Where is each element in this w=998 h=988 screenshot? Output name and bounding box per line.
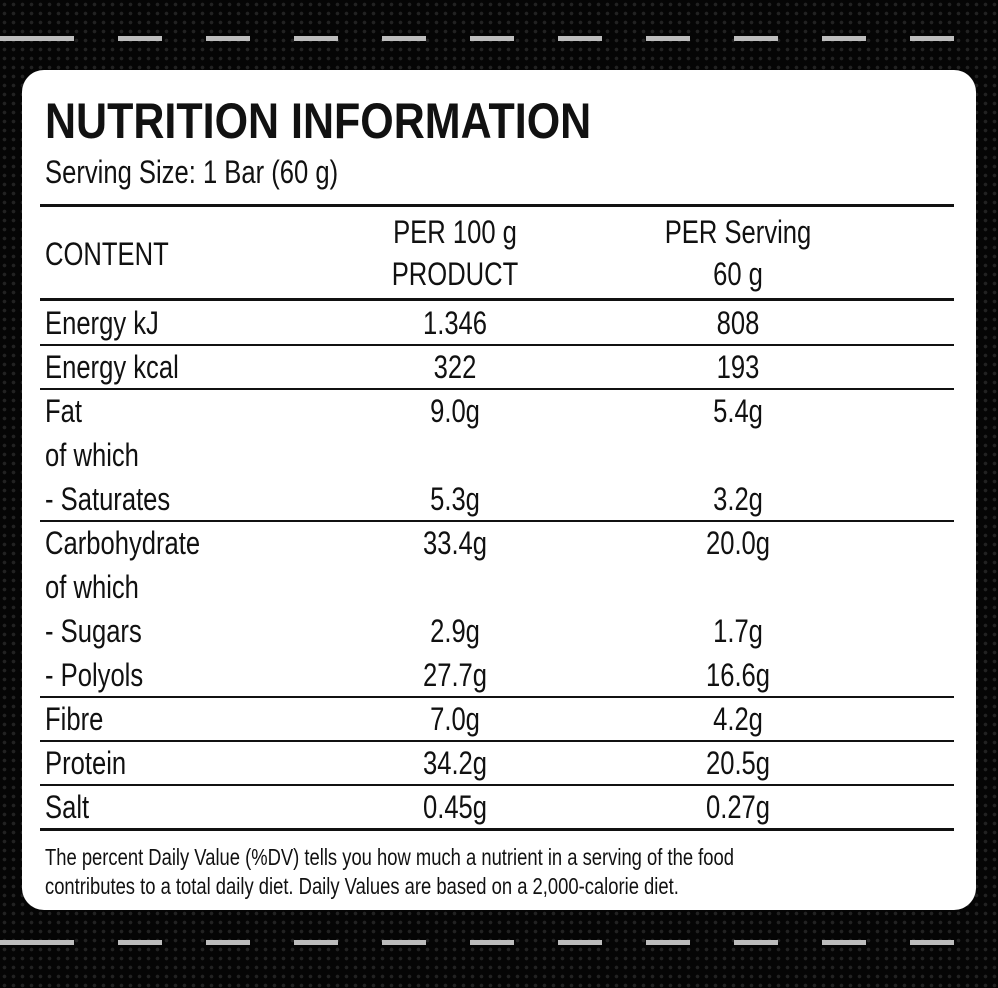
per-serving-value: 3.2g [713, 481, 763, 517]
row-label: - Saturates [45, 481, 171, 517]
per-serving-value: 1.7g [713, 613, 763, 649]
per-100g-value: 7.0g [430, 701, 480, 737]
row-label: Fibre [45, 701, 104, 737]
rule [40, 828, 954, 831]
column-header: PER 100 g [393, 214, 517, 250]
label-card [22, 70, 976, 910]
per-serving-value: 808 [716, 305, 760, 341]
per-100g-value: 2.9g [430, 613, 480, 649]
per-serving-value: 0.27g [705, 789, 771, 825]
column-header: CONTENT [45, 236, 169, 272]
per-serving-value: 16.6g [705, 657, 771, 693]
per-serving-value: 4.2g [713, 701, 763, 737]
row-label: of which [45, 569, 139, 605]
per-100g-value: 33.4g [422, 525, 488, 561]
row-label: - Polyols [45, 657, 144, 693]
rule [40, 696, 954, 698]
rule [40, 740, 954, 742]
per-serving-value: 20.5g [705, 745, 771, 781]
per-100g-value: 5.3g [430, 481, 480, 517]
row-label: Protein [45, 745, 127, 781]
per-100g-value: 27.7g [422, 657, 488, 693]
row-label: Carbohydrate [45, 525, 201, 561]
dash-line [0, 36, 998, 41]
row-label: of which [45, 437, 139, 473]
per-100g-value: 34.2g [422, 745, 488, 781]
rule [40, 204, 954, 207]
rule [40, 344, 954, 346]
rule [40, 298, 954, 301]
rule [40, 388, 954, 390]
dash-line [0, 940, 998, 945]
per-100g-value: 322 [433, 349, 477, 385]
serving-size: Serving Size: 1 Bar (60 g) [45, 154, 339, 190]
row-label: - Sugars [45, 613, 142, 649]
row-label: Salt [45, 789, 90, 825]
column-header: 60 g [713, 256, 763, 292]
column-header: PER Serving [664, 214, 812, 250]
per-100g-value: 0.45g [422, 789, 488, 825]
per-serving-value: 193 [716, 349, 760, 385]
per-100g-value: 1.346 [422, 305, 488, 341]
per-100g-value: 9.0g [430, 393, 480, 429]
row-label: Energy kJ [45, 305, 159, 341]
footnote: The percent Daily Value (%DV) tells you … [45, 844, 734, 870]
row-label: Fat [45, 393, 82, 429]
per-serving-value: 5.4g [713, 393, 763, 429]
title: NUTRITION INFORMATION [45, 93, 592, 149]
rule [40, 520, 954, 522]
column-header: PRODUCT [391, 256, 519, 292]
row-label: Energy kcal [45, 349, 179, 385]
rule [40, 784, 954, 786]
per-serving-value: 20.0g [705, 525, 771, 561]
footnote: contributes to a total daily diet. Daily… [45, 873, 679, 899]
